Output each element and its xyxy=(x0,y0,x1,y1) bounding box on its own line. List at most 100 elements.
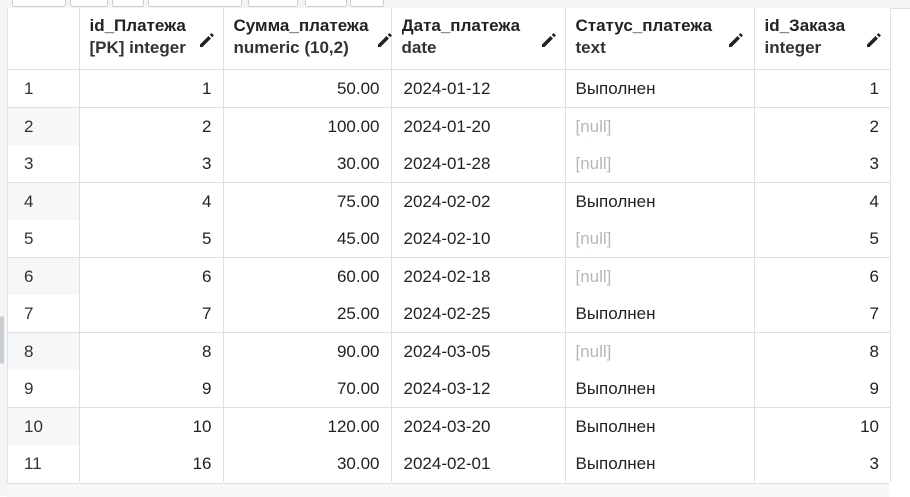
cell-id-payment[interactable]: 2 xyxy=(79,107,224,145)
cell-payment-amount[interactable]: 100.00 xyxy=(223,107,392,145)
data-grid: id_Платежа [PK] integer Сумма_платежа nu… xyxy=(7,8,891,482)
cell-order-id[interactable]: 4 xyxy=(754,182,890,220)
cell-payment-amount[interactable]: 75.00 xyxy=(223,182,392,220)
cell-payment-amount[interactable]: 70.00 xyxy=(223,370,392,408)
cell-payment-amount[interactable]: 30.00 xyxy=(223,445,392,482)
cell-order-id[interactable]: 8 xyxy=(754,332,890,370)
cell-payment-amount[interactable]: 25.00 xyxy=(223,295,392,333)
table-row[interactable]: 6 6 60.00 2024-02-18 [null] 6 xyxy=(8,257,890,295)
cell-payment-amount[interactable]: 45.00 xyxy=(223,220,392,258)
cell-payment-date[interactable]: 2024-02-10 xyxy=(391,220,566,258)
cell-payment-amount[interactable]: 120.00 xyxy=(223,407,392,445)
toolbar-button[interactable] xyxy=(112,0,144,7)
cell-payment-status[interactable]: Выполнен xyxy=(565,69,755,108)
row-number[interactable]: 5 xyxy=(8,220,80,258)
cell-order-id[interactable]: 2 xyxy=(754,107,890,145)
cell-order-id[interactable]: 3 xyxy=(869,453,879,473)
cell-payment-status[interactable]: Выполнен xyxy=(565,370,755,408)
cell-payment-status[interactable]: Выполнен xyxy=(565,182,755,220)
corner-cell[interactable] xyxy=(8,8,80,70)
cell-id-payment[interactable]: 16 xyxy=(79,445,224,482)
cell-payment-date[interactable]: 2024-01-20 xyxy=(391,107,566,145)
cell-id-payment[interactable]: 9 xyxy=(79,370,224,408)
cell-id-payment[interactable]: 5 xyxy=(79,220,224,258)
cell-payment-status[interactable]: [null] xyxy=(565,220,755,258)
cell-id-payment[interactable]: 3 xyxy=(79,145,224,183)
row-number[interactable]: 9 xyxy=(8,370,80,408)
cell-order-id[interactable]: 5 xyxy=(869,228,879,248)
cell-payment-amount[interactable]: 90.00 xyxy=(223,332,392,370)
table-row[interactable]: 4 4 75.00 2024-02-02 Выполнен 4 xyxy=(8,182,890,220)
toolbar-button[interactable] xyxy=(12,0,66,7)
column-header-id-payment[interactable]: id_Платежа [PK] integer xyxy=(79,8,224,70)
pencil-icon[interactable] xyxy=(197,30,217,50)
toolbar-button[interactable] xyxy=(148,0,242,7)
row-number[interactable]: 2 xyxy=(8,107,80,145)
table-row[interactable]: 10 10 120.00 2024-03-20 Выполнен 10 xyxy=(8,407,890,445)
cell-payment-status[interactable]: [null] xyxy=(565,257,755,295)
cell-order-id[interactable]: 9 xyxy=(869,378,879,398)
table-row[interactable]: 2 2 100.00 2024-01-20 [null] 2 xyxy=(8,107,890,145)
pencil-icon[interactable] xyxy=(726,30,746,50)
row-number[interactable]: 11 xyxy=(8,445,80,482)
column-type: [PK] integer xyxy=(89,38,186,57)
cell-order-id[interactable]: 10 xyxy=(754,407,890,445)
cell-id-payment[interactable]: 7 xyxy=(79,295,224,333)
row-number[interactable]: 4 xyxy=(8,182,80,220)
cell-id-payment[interactable]: 4 xyxy=(79,182,224,220)
cell-payment-date[interactable]: 2024-03-05 xyxy=(391,332,566,370)
column-header-payment-status[interactable]: Статус_платежа text xyxy=(565,8,755,70)
table-row[interactable]: 1 1 50.00 2024-01-12 Выполнен 1 xyxy=(8,69,890,108)
cell-order-id[interactable]: 6 xyxy=(754,257,890,295)
cell-payment-amount[interactable]: 60.00 xyxy=(223,257,392,295)
scrollbar-thumb[interactable] xyxy=(0,316,4,364)
table-row[interactable]: 9 9 70.00 2024-03-12 Выполнен 9 xyxy=(8,370,890,408)
cell-payment-date[interactable]: 2024-01-12 xyxy=(391,69,566,108)
cell-id-payment[interactable]: 6 xyxy=(79,257,224,295)
cell-payment-date[interactable]: 2024-03-12 xyxy=(391,370,566,408)
cell-payment-status[interactable]: [null] xyxy=(565,332,755,370)
row-number[interactable]: 7 xyxy=(8,295,80,333)
row-number[interactable]: 10 xyxy=(8,407,80,445)
cell-payment-amount[interactable]: 30.00 xyxy=(223,145,392,183)
table-row[interactable]: 3 3 30.00 2024-01-28 [null] 3 xyxy=(8,145,890,183)
column-name: id_Заказа xyxy=(764,16,846,35)
table-row[interactable]: 7 7 25.00 2024-02-25 Выполнен 7 xyxy=(8,295,890,333)
cell-id-payment[interactable]: 8 xyxy=(79,332,224,370)
cell-id-payment[interactable]: 1 xyxy=(79,69,224,108)
cell-payment-date[interactable]: 2024-03-20 xyxy=(391,407,566,445)
row-number[interactable]: 3 xyxy=(8,145,80,183)
cell-payment-status[interactable]: [null] xyxy=(565,145,755,183)
cell-payment-status[interactable]: [null] xyxy=(565,107,755,145)
cell-payment-amount[interactable]: 50.00 xyxy=(223,69,392,108)
cell-payment-date[interactable]: 2024-02-01 xyxy=(391,445,566,482)
cell-payment-status[interactable]: Выполнен xyxy=(565,445,755,482)
table-row[interactable]: 5 5 45.00 2024-02-10 [null] 5 xyxy=(8,220,890,258)
toolbar-button[interactable] xyxy=(248,0,298,7)
cell-payment-date[interactable]: 2024-02-18 xyxy=(391,257,566,295)
table-row[interactable]: 11 16 30.00 2024-02-01 Выполнен 3 xyxy=(8,445,890,482)
toolbar-button[interactable] xyxy=(350,0,384,7)
cell-order-id[interactable]: 1 xyxy=(869,78,879,98)
cell-order-id[interactable]: 3 xyxy=(869,153,879,173)
table-row[interactable]: 8 8 90.00 2024-03-05 [null] 8 xyxy=(8,332,890,370)
cell-payment-date[interactable]: 2024-02-25 xyxy=(391,295,566,333)
toolbar-button[interactable] xyxy=(70,0,108,7)
cell-payment-date[interactable]: 2024-02-02 xyxy=(391,182,566,220)
column-header-payment-amount[interactable]: Сумма_платежа numeric (10,2) xyxy=(223,8,392,70)
column-header-payment-date[interactable]: Дата_платежа date xyxy=(391,8,566,70)
cell-payment-status[interactable]: Выполнен xyxy=(565,295,755,333)
toolbar-button[interactable] xyxy=(305,0,347,7)
pencil-icon[interactable] xyxy=(539,30,559,50)
row-number[interactable]: 6 xyxy=(8,257,80,295)
cell-payment-status[interactable]: Выполнен xyxy=(565,407,755,445)
cell-id-payment[interactable]: 10 xyxy=(79,407,224,445)
pencil-icon[interactable] xyxy=(864,30,884,50)
cell-payment-date[interactable]: 2024-01-28 xyxy=(391,145,566,183)
column-header-order-id[interactable]: id_Заказа integer xyxy=(754,8,890,70)
pencil-icon[interactable] xyxy=(375,30,395,50)
cell-order-id[interactable]: 7 xyxy=(869,303,879,323)
row-number[interactable]: 8 xyxy=(8,332,80,370)
left-scrollbar[interactable] xyxy=(0,8,7,496)
row-number[interactable]: 1 xyxy=(8,69,80,108)
